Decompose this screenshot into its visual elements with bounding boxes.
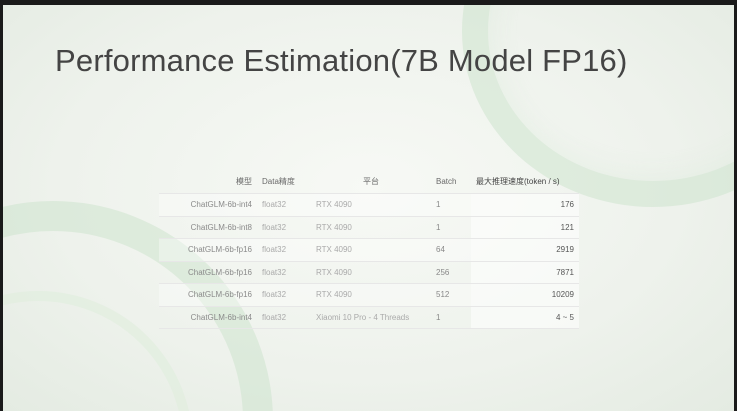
table-row: ChatGLM-6b-fp16 float32 RTX 4090 64 2919 xyxy=(159,238,579,262)
cell-batch: 1 xyxy=(431,216,471,239)
cell-batch: 64 xyxy=(431,238,471,262)
cell-platform: RTX 4090 xyxy=(311,283,431,307)
performance-table: 模型 Data精度 平台 Batch 最大推理速度(token / s) Cha… xyxy=(159,170,579,329)
cell-speed: 4 ~ 5 xyxy=(471,306,579,329)
cell-model: ChatGLM-6b-int8 xyxy=(159,216,257,239)
cell-platform: RTX 4090 xyxy=(311,238,431,262)
header-batch: Batch xyxy=(431,170,471,194)
header-data-precision: Data精度 xyxy=(257,170,311,194)
table-row: ChatGLM-6b-int4 float32 RTX 4090 1 176 xyxy=(159,193,579,217)
cell-speed: 10209 xyxy=(471,283,579,307)
header-platform: 平台 xyxy=(311,170,431,194)
cell-model: ChatGLM-6b-int4 xyxy=(159,193,257,217)
table-row: ChatGLM-6b-fp16 float32 RTX 4090 256 787… xyxy=(159,261,579,284)
cell-dtype: float32 xyxy=(257,283,311,307)
header-max-speed: 最大推理速度(token / s) xyxy=(471,170,579,194)
cell-platform: RTX 4090 xyxy=(311,261,431,284)
cell-batch: 256 xyxy=(431,261,471,284)
table-header-row: 模型 Data精度 平台 Batch 最大推理速度(token / s) xyxy=(159,170,579,194)
cell-dtype: float32 xyxy=(257,216,311,239)
cell-dtype: float32 xyxy=(257,306,311,329)
cell-platform: RTX 4090 xyxy=(311,193,431,217)
table-row: ChatGLM-6b-int8 float32 RTX 4090 1 121 xyxy=(159,216,579,239)
cell-dtype: float32 xyxy=(257,261,311,284)
cell-speed: 7871 xyxy=(471,261,579,284)
cell-batch: 512 xyxy=(431,283,471,307)
cell-model: ChatGLM-6b-fp16 xyxy=(159,238,257,262)
presentation-slide: Performance Estimation(7B Model FP16) 模型… xyxy=(3,5,734,411)
performance-table-container: 模型 Data精度 平台 Batch 最大推理速度(token / s) Cha… xyxy=(159,170,579,329)
table-row: ChatGLM-6b-fp16 float32 RTX 4090 512 102… xyxy=(159,283,579,307)
cell-batch: 1 xyxy=(431,306,471,329)
cell-model: ChatGLM-6b-fp16 xyxy=(159,283,257,307)
slide-title: Performance Estimation(7B Model FP16) xyxy=(55,43,628,78)
cell-platform: Xiaomi 10 Pro - 4 Threads xyxy=(311,306,431,329)
cell-speed: 121 xyxy=(471,216,579,239)
cell-model: ChatGLM-6b-int4 xyxy=(159,306,257,329)
cell-batch: 1 xyxy=(431,193,471,217)
cell-speed: 176 xyxy=(471,193,579,217)
cell-speed: 2919 xyxy=(471,238,579,262)
cell-dtype: float32 xyxy=(257,193,311,217)
cell-model: ChatGLM-6b-fp16 xyxy=(159,261,257,284)
cell-platform: RTX 4090 xyxy=(311,216,431,239)
table-row: ChatGLM-6b-int4 float32 Xiaomi 10 Pro - … xyxy=(159,306,579,329)
header-model: 模型 xyxy=(159,170,257,194)
cell-dtype: float32 xyxy=(257,238,311,262)
